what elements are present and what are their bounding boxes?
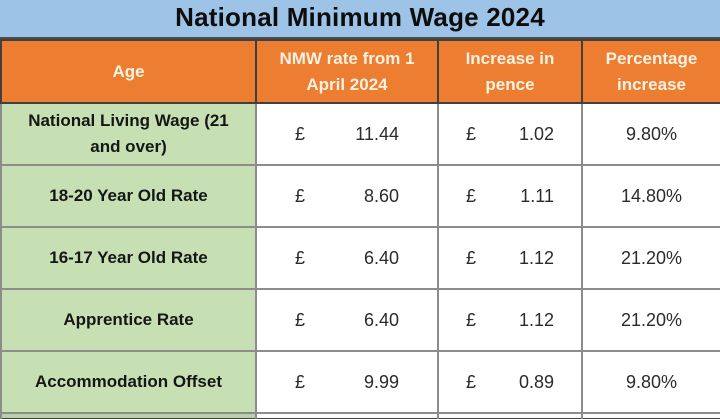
rate-amount: 6.40 bbox=[363, 309, 399, 330]
wage-table: Age NMW rate from 1 April 2024 Increase … bbox=[0, 39, 720, 419]
rate-amount: 9.99 bbox=[363, 371, 399, 392]
currency-symbol: £ bbox=[466, 371, 477, 392]
title-bar: National Minimum Wage 2024 bbox=[0, 0, 720, 39]
currency-symbol: £ bbox=[466, 247, 477, 268]
currency-symbol: £ bbox=[466, 123, 477, 144]
currency-symbol: £ bbox=[295, 309, 306, 330]
percentage-cell: 14.80% bbox=[581, 164, 720, 228]
increase-amount: 1.12 bbox=[518, 309, 554, 330]
rate-cell: £ 9.99 bbox=[255, 350, 439, 414]
percentage-cell: 21.20% bbox=[581, 288, 720, 352]
header-row: Age NMW rate from 1 April 2024 Increase … bbox=[0, 39, 720, 104]
increase-amount: 1.11 bbox=[520, 185, 554, 206]
currency-symbol: £ bbox=[466, 185, 477, 206]
rate-amount: 8.60 bbox=[363, 185, 399, 206]
rate-cell: £ 6.40 bbox=[255, 226, 439, 290]
rate-cell: £ 8.60 bbox=[255, 164, 439, 228]
cropped-partial-row bbox=[0, 412, 720, 419]
money-value: £ 6.40 bbox=[295, 248, 399, 269]
age-cell: National Living Wage (21 and over) bbox=[0, 102, 257, 166]
rate-cell: £ 6.40 bbox=[255, 288, 439, 352]
page-title: National Minimum Wage 2024 bbox=[175, 2, 545, 32]
age-cell: 18-20 Year Old Rate bbox=[0, 164, 257, 228]
percentage-cell: 21.20% bbox=[581, 226, 720, 290]
money-value: £ 1.11 bbox=[466, 186, 554, 207]
age-cell: Accommodation Offset bbox=[0, 350, 257, 414]
percentage-cell bbox=[581, 412, 720, 419]
increase-cell: £ 1.12 bbox=[437, 288, 583, 352]
increase-cell: £ 0.89 bbox=[437, 350, 583, 414]
increase-amount: 1.12 bbox=[518, 247, 554, 268]
rate-cell bbox=[255, 412, 439, 419]
currency-symbol: £ bbox=[295, 371, 306, 392]
increase-cell: £ 1.12 bbox=[437, 226, 583, 290]
column-header-increase: Increase in pence bbox=[437, 39, 583, 104]
increase-amount: 0.89 bbox=[518, 371, 554, 392]
table-row: Accommodation Offset £ 9.99 £ 0.89 9.80% bbox=[0, 350, 720, 414]
increase-cell: £ 1.02 bbox=[437, 102, 583, 166]
header-rate-line2: April 2024 bbox=[306, 74, 388, 94]
column-header-rate: NMW rate from 1 April 2024 bbox=[255, 39, 439, 104]
table-row: 16-17 Year Old Rate £ 6.40 £ 1.12 21.20% bbox=[0, 226, 720, 290]
table-row: Apprentice Rate £ 6.40 £ 1.12 21.20% bbox=[0, 288, 720, 352]
age-cell bbox=[0, 412, 257, 419]
increase-cell: £ 1.11 bbox=[437, 164, 583, 228]
rate-amount: 6.40 bbox=[363, 247, 399, 268]
rate-amount: 11.44 bbox=[355, 123, 399, 144]
age-cell: 16-17 Year Old Rate bbox=[0, 226, 257, 290]
currency-symbol: £ bbox=[466, 309, 477, 330]
money-value: £ 0.89 bbox=[466, 372, 554, 393]
header-increase-line1: Increase in bbox=[465, 48, 555, 68]
table-row: 18-20 Year Old Rate £ 8.60 £ 1.11 14.80% bbox=[0, 164, 720, 228]
money-value: £ 11.44 bbox=[295, 124, 399, 145]
currency-symbol: £ bbox=[295, 123, 306, 144]
money-value: £ 9.99 bbox=[295, 372, 399, 393]
header-percentage-line1: Percentage bbox=[605, 48, 698, 68]
header-age-label: Age bbox=[112, 61, 145, 81]
header-increase-line2: pence bbox=[485, 74, 535, 94]
money-value: £ 6.40 bbox=[295, 310, 399, 331]
increase-cell bbox=[437, 412, 583, 419]
header-percentage-line2: increase bbox=[617, 74, 686, 94]
money-value: £ 8.60 bbox=[295, 186, 399, 207]
age-cell: Apprentice Rate bbox=[0, 288, 257, 352]
table-row: National Living Wage (21 and over) £ 11.… bbox=[0, 102, 720, 166]
percentage-cell: 9.80% bbox=[581, 102, 720, 166]
percentage-cell: 9.80% bbox=[581, 350, 720, 414]
header-rate-line1: NMW rate from 1 bbox=[279, 48, 415, 68]
increase-amount: 1.02 bbox=[518, 123, 554, 144]
money-value: £ 1.12 bbox=[466, 310, 554, 331]
currency-symbol: £ bbox=[295, 185, 306, 206]
money-value: £ 1.12 bbox=[466, 248, 554, 269]
rate-cell: £ 11.44 bbox=[255, 102, 439, 166]
column-header-age: Age bbox=[0, 39, 257, 104]
column-header-percentage: Percentage increase bbox=[581, 39, 720, 104]
currency-symbol: £ bbox=[295, 247, 306, 268]
money-value: £ 1.02 bbox=[466, 124, 554, 145]
